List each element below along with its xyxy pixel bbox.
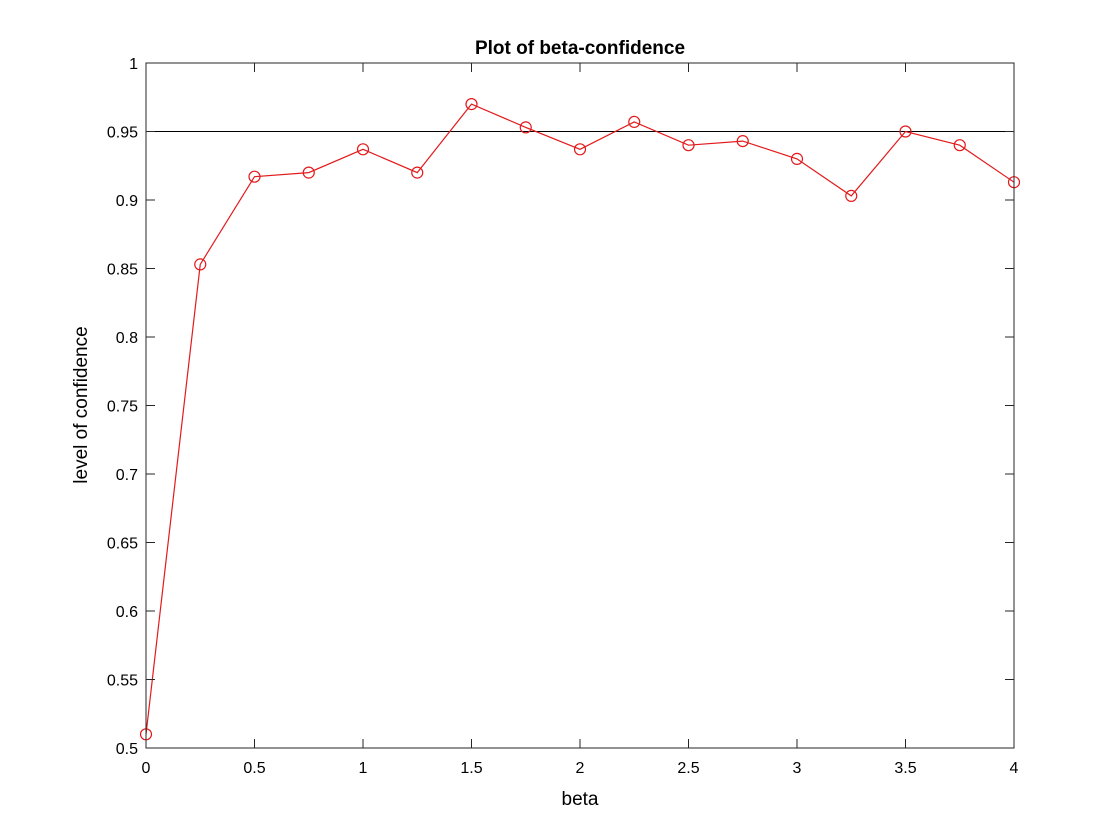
x-tick-labels: 0 0.5 1 1.5 2 2.5 3 3.5 4	[142, 760, 1019, 777]
chart-title: Plot of beta-confidence	[475, 38, 685, 59]
data-point	[248, 170, 261, 183]
y-tick-label: 0.55	[107, 673, 138, 690]
data-point	[953, 139, 966, 152]
y-tick-label: 0.8	[116, 330, 138, 347]
x-tick-label: 2	[576, 760, 585, 777]
data-point	[302, 166, 315, 179]
series-layer	[139, 97, 1021, 741]
y-tick-label: 0.95	[107, 125, 138, 142]
x-tick-label: 1	[359, 760, 368, 777]
x-tick-label: 1.5	[460, 760, 482, 777]
y-tick-label: 0.5	[116, 741, 138, 758]
data-point	[628, 115, 641, 129]
y-tick-label: 0.9	[116, 193, 138, 210]
y-tick-label: 0.65	[107, 536, 138, 553]
y-axis-label: level of confidence	[71, 326, 92, 483]
y-tick-labels: 0.5 0.55 0.6 0.65 0.7 0.75 0.8 0.85 0.9 0.95 1	[107, 56, 138, 758]
x-tick-label: 3	[793, 760, 802, 777]
data-point	[411, 166, 424, 179]
x-axis-label: beta	[562, 789, 599, 810]
x-tick-label: 2.5	[677, 760, 699, 777]
y-tick-label: 0.85	[107, 262, 138, 279]
x-tick-label: 0	[142, 760, 151, 777]
data-point	[519, 121, 532, 134]
data-point	[845, 189, 858, 202]
data-point	[682, 139, 695, 152]
y-tick-label: 0.75	[107, 399, 138, 416]
x-tick-label: 3.5	[894, 760, 916, 777]
data-point	[194, 258, 207, 271]
data-point	[356, 143, 370, 156]
data-point	[465, 97, 478, 111]
y-tick-label: 0.6	[116, 604, 138, 621]
data-point	[736, 134, 749, 148]
data-point	[573, 143, 587, 156]
y-tick-label: 0.7	[116, 467, 138, 484]
data-point	[790, 152, 804, 165]
data-point	[899, 125, 912, 138]
series-line	[145, 103, 1015, 735]
y-tick-label: 1	[129, 56, 138, 73]
plot-area	[146, 63, 1014, 748]
tick-layer	[145, 62, 1015, 749]
x-tick-label: 0.5	[243, 760, 265, 777]
x-tick-label: 4	[1010, 760, 1019, 777]
